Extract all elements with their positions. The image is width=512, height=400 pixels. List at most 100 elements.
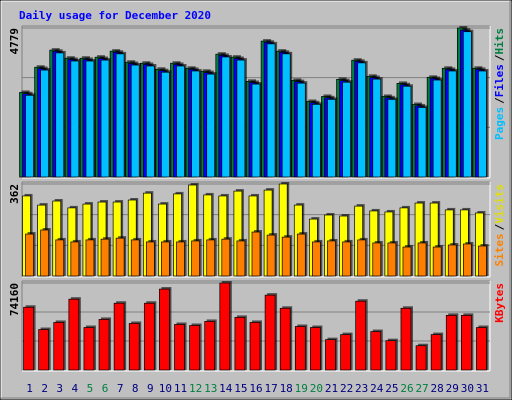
bar <box>143 302 155 371</box>
bar <box>115 53 125 178</box>
x-tick-label: 8 <box>132 382 139 395</box>
bar <box>128 323 140 371</box>
bar <box>340 334 351 371</box>
x-tick-label: 13 <box>204 382 217 395</box>
bar <box>445 315 457 371</box>
bar <box>385 340 397 371</box>
bar <box>372 242 382 277</box>
legend-separator: / <box>493 223 506 230</box>
bar <box>189 325 200 371</box>
bar <box>191 70 200 178</box>
bar <box>145 241 155 277</box>
bar <box>23 306 34 371</box>
x-tick-label: 14 <box>219 382 233 395</box>
bar <box>115 237 125 277</box>
bar <box>296 233 306 277</box>
legend-separator: / <box>493 97 506 104</box>
bar <box>372 78 382 178</box>
bar <box>357 239 367 277</box>
bar <box>174 324 185 371</box>
bar <box>461 315 472 371</box>
bar <box>161 241 170 277</box>
bar <box>145 65 155 178</box>
y-tick-label: 74160 <box>8 283 21 316</box>
bar <box>478 70 487 178</box>
bar <box>400 307 412 371</box>
bar <box>342 81 351 178</box>
legend-entry: Sites <box>493 233 506 266</box>
bar <box>463 31 472 178</box>
bar <box>70 60 80 178</box>
bar <box>98 319 110 371</box>
bar <box>417 107 427 178</box>
bar <box>38 329 49 371</box>
bar <box>325 339 336 371</box>
bar <box>417 242 427 277</box>
bar <box>236 59 246 178</box>
x-tick-label: 6 <box>102 382 109 395</box>
bar <box>85 239 95 277</box>
legend-entry: Pages <box>493 107 506 140</box>
bar <box>463 243 472 277</box>
bar <box>161 71 170 178</box>
bar <box>296 82 306 178</box>
chart-title: Daily usage for December 2020 <box>19 9 211 22</box>
x-tick-label: 18 <box>280 382 293 395</box>
bar <box>68 298 80 371</box>
x-tick-label: 12 <box>189 382 202 395</box>
x-tick-label: 10 <box>159 382 172 395</box>
bar <box>159 288 170 371</box>
bar <box>447 244 457 277</box>
x-tick-label: 31 <box>476 382 489 395</box>
bar <box>370 331 382 371</box>
bar <box>219 282 231 371</box>
bar <box>402 85 412 178</box>
bar <box>476 327 487 371</box>
bar <box>266 43 276 178</box>
bar <box>281 53 291 178</box>
bar <box>387 99 397 178</box>
bar <box>204 321 216 371</box>
x-tick-label: 2 <box>41 382 48 395</box>
bar <box>53 322 65 371</box>
legend-separator: / <box>493 54 506 61</box>
legend: KBytes <box>493 283 506 323</box>
x-tick-label: 20 <box>310 382 323 395</box>
bar <box>281 236 291 277</box>
bar <box>113 302 125 371</box>
bar <box>402 246 412 277</box>
bar <box>83 327 95 371</box>
bar <box>294 326 306 371</box>
legend-entry: Files <box>493 64 506 97</box>
x-tick-label: 21 <box>325 382 338 395</box>
bar <box>447 70 457 178</box>
bar <box>478 245 487 277</box>
bar <box>100 59 110 178</box>
x-tick-label: 4 <box>72 382 79 395</box>
bar <box>100 238 110 277</box>
legend-entry: KBytes <box>493 283 506 323</box>
bar <box>176 241 185 277</box>
x-tick-label: 26 <box>400 382 413 395</box>
legend: Pages/Files/Hits <box>493 28 506 140</box>
x-tick-label: 23 <box>355 382 368 395</box>
bar <box>327 99 336 178</box>
bar <box>327 240 336 277</box>
x-tick-label: 28 <box>431 382 444 395</box>
bar <box>221 238 231 277</box>
bar <box>236 240 246 277</box>
bar <box>312 104 321 178</box>
bar <box>70 241 80 277</box>
bar <box>432 79 442 178</box>
bar <box>234 317 246 371</box>
bar <box>312 241 321 277</box>
legend-entry: Visits <box>493 184 506 224</box>
bar <box>251 231 261 277</box>
x-tick-label: 19 <box>295 382 308 395</box>
legend-entry: Hits <box>493 28 506 55</box>
bar <box>206 73 216 178</box>
bar <box>191 240 200 277</box>
bar <box>279 307 291 371</box>
x-tick-label: 7 <box>117 382 124 395</box>
